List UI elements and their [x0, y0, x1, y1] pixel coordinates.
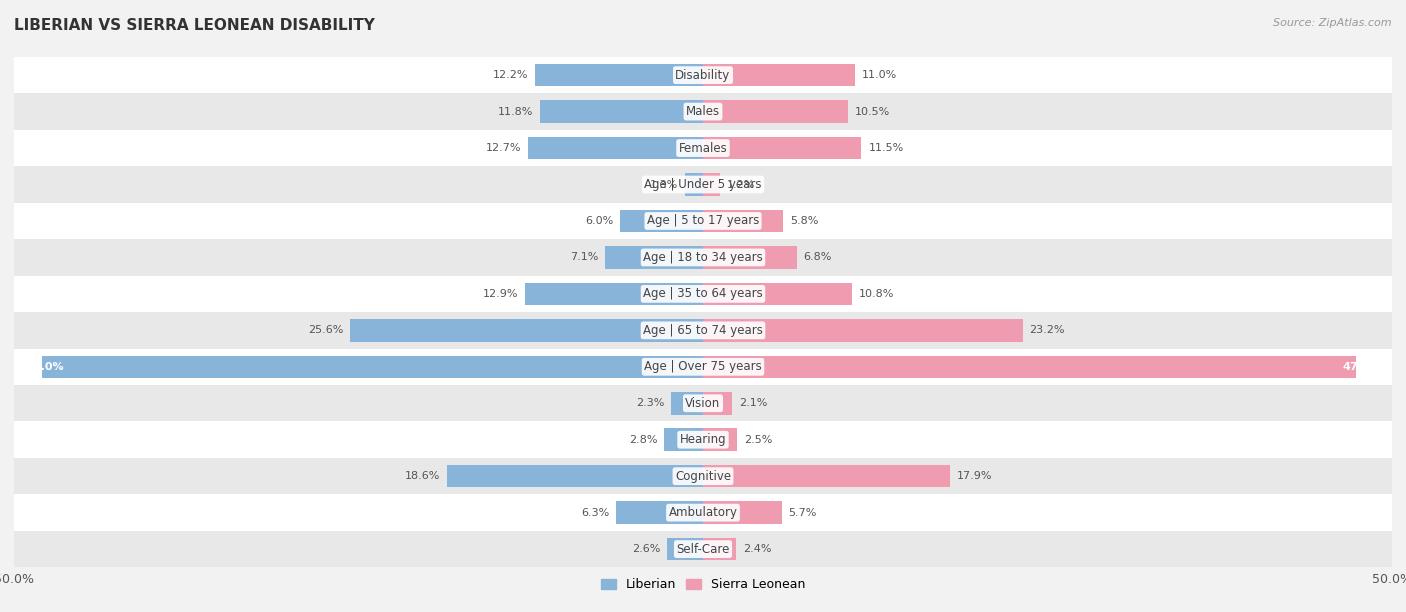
Text: 2.6%: 2.6% [631, 544, 661, 554]
Text: 18.6%: 18.6% [405, 471, 440, 481]
Text: 2.1%: 2.1% [738, 398, 768, 408]
Text: Females: Females [679, 141, 727, 155]
Text: 47.4%: 47.4% [1343, 362, 1381, 372]
Bar [703, 501, 782, 524]
Text: 12.9%: 12.9% [482, 289, 519, 299]
Text: 11.5%: 11.5% [869, 143, 904, 153]
Bar [703, 283, 852, 305]
Text: Disability: Disability [675, 69, 731, 81]
Text: Vision: Vision [685, 397, 721, 410]
Bar [703, 392, 733, 414]
Bar [616, 501, 703, 524]
Bar [665, 428, 703, 451]
Bar [671, 392, 703, 414]
Bar [703, 465, 949, 488]
Bar [350, 319, 703, 341]
Bar [14, 130, 1392, 166]
Bar [14, 494, 1392, 531]
Bar [447, 465, 703, 488]
Text: 7.1%: 7.1% [569, 252, 599, 263]
Bar [703, 428, 738, 451]
Text: 23.2%: 23.2% [1029, 326, 1066, 335]
Text: 11.8%: 11.8% [498, 106, 533, 117]
Text: 5.7%: 5.7% [789, 507, 817, 518]
Bar [620, 210, 703, 233]
Text: 2.4%: 2.4% [742, 544, 772, 554]
Bar [703, 64, 855, 86]
Text: Age | Over 75 years: Age | Over 75 years [644, 360, 762, 373]
Text: 2.5%: 2.5% [744, 435, 773, 445]
Bar [14, 385, 1392, 422]
Text: 48.0%: 48.0% [25, 362, 63, 372]
Text: Age | 65 to 74 years: Age | 65 to 74 years [643, 324, 763, 337]
Text: 12.2%: 12.2% [492, 70, 529, 80]
Text: 5.8%: 5.8% [790, 216, 818, 226]
Legend: Liberian, Sierra Leonean: Liberian, Sierra Leonean [596, 573, 810, 596]
Bar [14, 57, 1392, 94]
Bar [703, 319, 1022, 341]
Bar [14, 458, 1392, 494]
Text: LIBERIAN VS SIERRA LEONEAN DISABILITY: LIBERIAN VS SIERRA LEONEAN DISABILITY [14, 18, 375, 34]
Text: Age | 35 to 64 years: Age | 35 to 64 years [643, 288, 763, 300]
Text: 1.2%: 1.2% [727, 179, 755, 190]
Bar [14, 349, 1392, 385]
Bar [14, 203, 1392, 239]
Text: Ambulatory: Ambulatory [668, 506, 738, 519]
Text: 10.5%: 10.5% [855, 106, 890, 117]
Bar [14, 531, 1392, 567]
Text: Self-Care: Self-Care [676, 543, 730, 556]
Bar [703, 173, 720, 196]
Bar [526, 283, 703, 305]
Text: 12.7%: 12.7% [485, 143, 522, 153]
Text: 6.0%: 6.0% [585, 216, 613, 226]
Bar [14, 275, 1392, 312]
Text: Age | 18 to 34 years: Age | 18 to 34 years [643, 251, 763, 264]
Text: 25.6%: 25.6% [308, 326, 343, 335]
Text: 1.3%: 1.3% [650, 179, 678, 190]
Bar [605, 246, 703, 269]
Bar [534, 64, 703, 86]
Text: 11.0%: 11.0% [862, 70, 897, 80]
Bar [14, 239, 1392, 275]
Bar [703, 136, 862, 159]
Bar [703, 210, 783, 233]
Bar [703, 100, 848, 123]
Bar [703, 538, 737, 561]
Bar [703, 356, 1357, 378]
Text: Age | Under 5 years: Age | Under 5 years [644, 178, 762, 191]
Text: 2.3%: 2.3% [636, 398, 665, 408]
Text: 2.8%: 2.8% [628, 435, 658, 445]
Text: Males: Males [686, 105, 720, 118]
Bar [14, 166, 1392, 203]
Bar [14, 422, 1392, 458]
Text: Hearing: Hearing [679, 433, 727, 446]
Text: 6.3%: 6.3% [581, 507, 609, 518]
Bar [529, 136, 703, 159]
Bar [703, 246, 797, 269]
Bar [540, 100, 703, 123]
Bar [685, 173, 703, 196]
Text: 17.9%: 17.9% [956, 471, 993, 481]
Bar [42, 356, 703, 378]
Bar [14, 312, 1392, 349]
Text: Source: ZipAtlas.com: Source: ZipAtlas.com [1274, 18, 1392, 28]
Bar [14, 94, 1392, 130]
Bar [668, 538, 703, 561]
Text: Age | 5 to 17 years: Age | 5 to 17 years [647, 214, 759, 228]
Text: 6.8%: 6.8% [804, 252, 832, 263]
Text: 10.8%: 10.8% [859, 289, 894, 299]
Text: Cognitive: Cognitive [675, 469, 731, 483]
